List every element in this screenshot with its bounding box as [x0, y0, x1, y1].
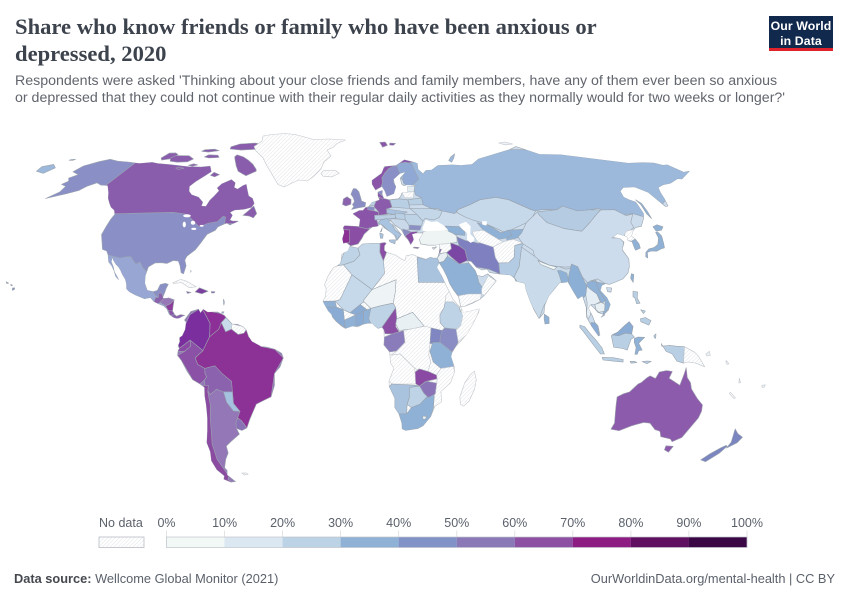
svg-text:100%: 100%	[731, 516, 763, 530]
svg-text:20%: 20%	[270, 516, 295, 530]
svg-text:30%: 30%	[328, 516, 353, 530]
svg-text:70%: 70%	[560, 516, 585, 530]
svg-text:90%: 90%	[676, 516, 701, 530]
svg-text:10%: 10%	[212, 516, 237, 530]
svg-text:60%: 60%	[502, 516, 527, 530]
svg-text:No data: No data	[99, 516, 143, 530]
svg-text:50%: 50%	[444, 516, 469, 530]
svg-text:0%: 0%	[157, 516, 175, 530]
svg-text:80%: 80%	[618, 516, 643, 530]
svg-text:40%: 40%	[386, 516, 411, 530]
